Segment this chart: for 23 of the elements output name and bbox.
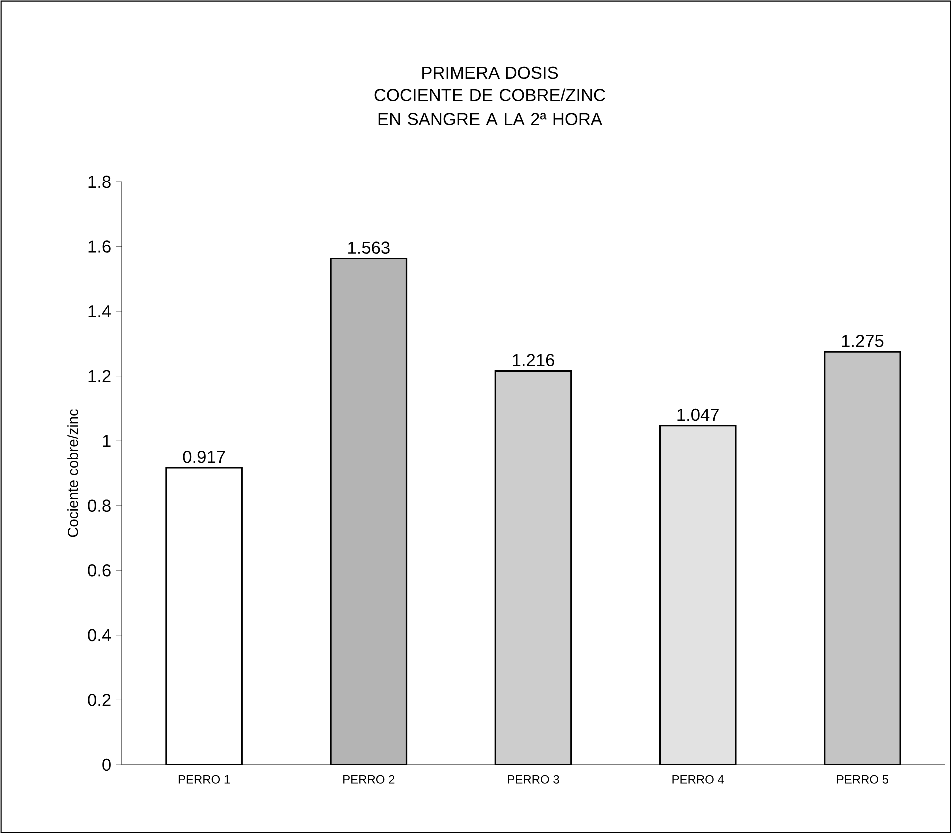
chart-subtitle: COCIENTE DE COBRE/ZINC EN SANGRE A LA 2ª HORA	[374, 88, 606, 126]
y-tick-label: 1	[103, 435, 111, 448]
y-tick-label: 0	[102, 758, 111, 772]
y-tick-label: 1.4	[88, 306, 112, 318]
data-label: 1.216	[513, 354, 554, 366]
x-tick-label: PERRO 3	[508, 775, 560, 784]
y-tick-label: 0.2	[88, 694, 111, 706]
y-tick-label: 0.6	[88, 564, 111, 577]
y-tick-label: 0.4	[88, 629, 112, 642]
y-tick-label: 1.6	[88, 240, 111, 253]
y-tick-label: 1.8	[88, 176, 111, 188]
x-tick-label: PERRO 4	[672, 775, 724, 784]
y-tick-label: 0.8	[88, 500, 111, 512]
x-tick-label: PERRO 1	[178, 775, 230, 784]
chart-title: PRIMERA DOSIS	[422, 66, 558, 80]
y-axis-title: Cociente cobre/zinc	[68, 410, 78, 538]
x-tick-label: PERRO 2	[344, 775, 395, 784]
y-tick-label: 1.2	[88, 370, 111, 382]
data-label: 0.917	[183, 450, 226, 464]
x-tick-label: PERRO 5	[837, 775, 889, 784]
data-label: 1.047	[678, 408, 719, 422]
data-label: 1.275	[842, 335, 884, 348]
data-label: 1.563	[348, 242, 390, 254]
